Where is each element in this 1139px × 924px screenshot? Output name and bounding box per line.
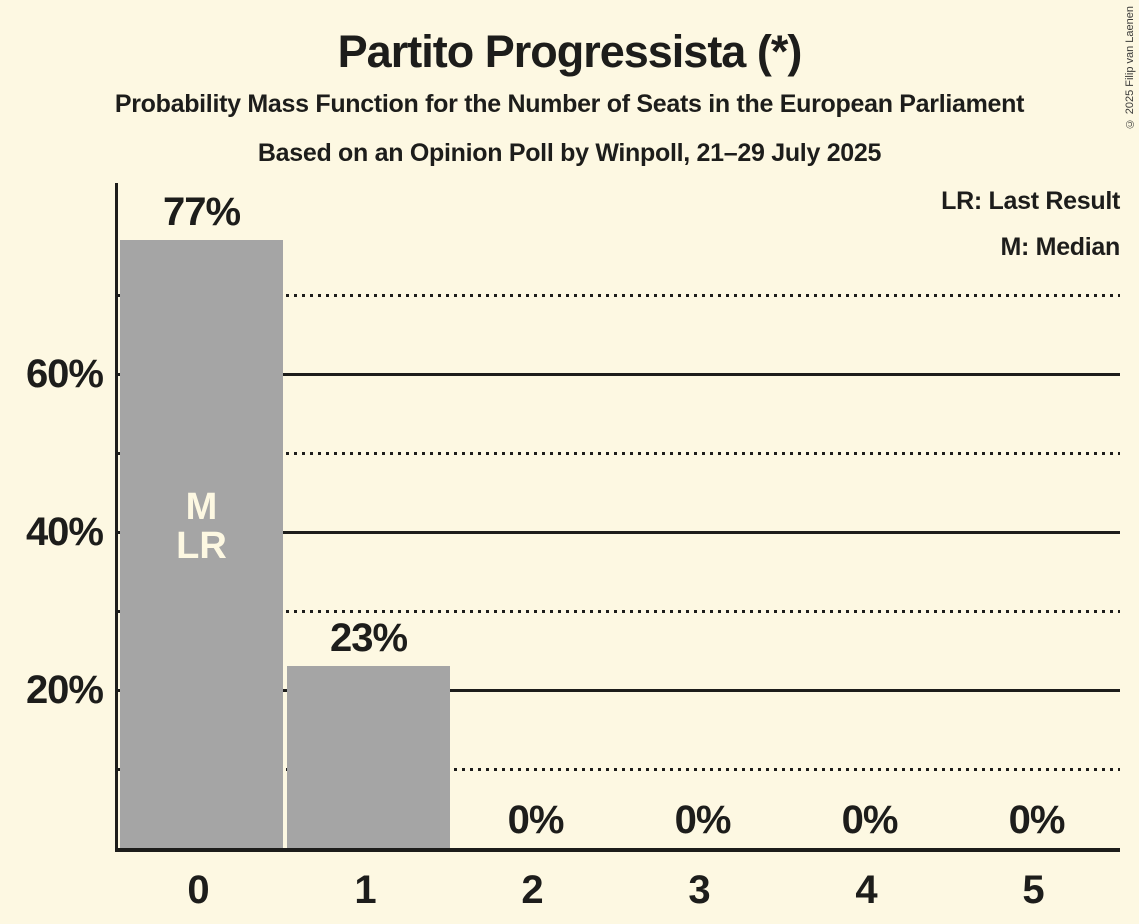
bar-value-label-3: 0% xyxy=(674,798,732,842)
y-tick-label-60: 60% xyxy=(25,352,104,396)
gridline-solid-60 xyxy=(118,372,1120,376)
bar-annotation-median-last-result: M LR xyxy=(176,486,227,567)
bar-value-label-2: 0% xyxy=(507,798,565,842)
x-tick-label-1: 1 xyxy=(354,868,377,912)
x-tick-label-0: 0 xyxy=(187,868,210,912)
plot-area: 77% 23% 0% 0% 0% 0% M LR xyxy=(115,183,1120,852)
legend-last-result-label: LR: Last Result xyxy=(941,187,1120,215)
gridline-dotted-30 xyxy=(118,610,1120,613)
gridline-solid-40 xyxy=(118,530,1120,534)
gridline-dotted-50 xyxy=(118,452,1120,455)
legend-median-label: M: Median xyxy=(1000,233,1120,261)
x-tick-label-4: 4 xyxy=(855,868,878,912)
chart-subtitle: Probability Mass Function for the Number… xyxy=(114,90,1025,118)
gridline-solid-20 xyxy=(118,688,1120,692)
chart-title: Partito Progressista (*) xyxy=(337,26,803,77)
bar-value-label-5: 0% xyxy=(1008,798,1066,842)
x-tick-label-2: 2 xyxy=(521,868,544,912)
bar-value-label-0: 77% xyxy=(162,189,241,234)
bar-value-label-1: 23% xyxy=(329,616,408,661)
x-tick-label-3: 3 xyxy=(688,868,711,912)
chart-source-line: Based on an Opinion Poll by Winpoll, 21–… xyxy=(257,139,882,167)
gridline-dotted-70 xyxy=(118,294,1120,297)
y-tick-label-40: 40% xyxy=(25,510,104,554)
y-tick-label-20: 20% xyxy=(25,668,104,712)
bar-value-label-4: 0% xyxy=(841,798,899,842)
bar-1 xyxy=(287,666,450,848)
x-tick-label-5: 5 xyxy=(1022,868,1045,912)
gridline-dotted-10 xyxy=(118,768,1120,771)
bar-0 xyxy=(120,239,283,848)
